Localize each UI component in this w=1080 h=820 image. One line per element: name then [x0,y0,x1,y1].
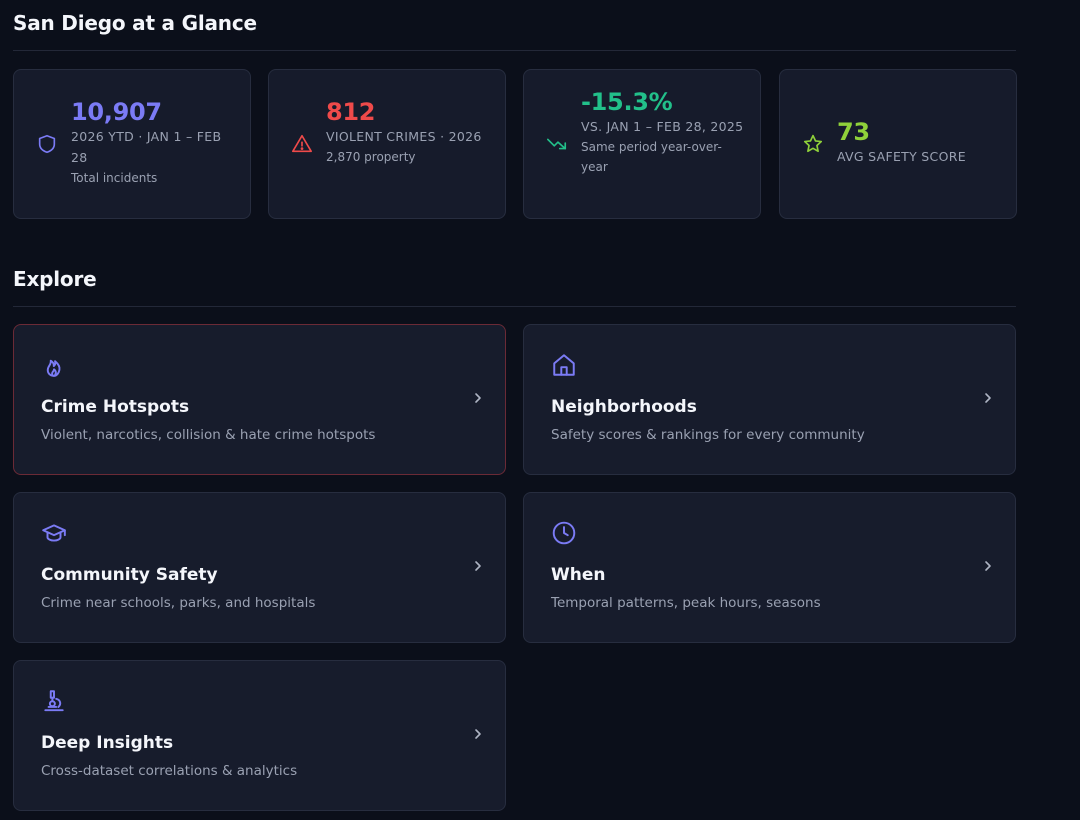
stat-safety-score: 73 AVG SAFETY SCORE [779,69,1017,219]
stat-value: 10,907 [71,98,162,126]
stat-year-over-year: -15.3% VS. JAN 1 – FEB 28, 2025 Same per… [523,69,761,219]
chevron-right-icon [475,561,481,571]
home-icon [553,354,575,376]
star-icon [803,134,823,153]
shield-icon [38,134,56,154]
stat-label: 2026 YTD · JAN 1 – FEB 28 [71,129,222,165]
card-title: Deep Insights [41,733,174,753]
stat-sub: Same period year-over-year [581,140,722,174]
stat-label: AVG SAFETY SCORE [837,149,966,164]
explore-divider [13,306,1016,307]
clock-icon [552,521,576,545]
stat-label: VIOLENT CRIMES · 2026 [326,129,482,144]
stat-label: VS. JAN 1 – FEB 28, 2025 [581,119,744,134]
glance-divider [13,50,1016,51]
card-description: Crime near schools, parks, and hospitals [41,595,316,611]
card-description: Violent, narcotics, collision & hate cri… [41,427,376,443]
card-deep-insights[interactable]: Deep Insights Cross-dataset correlations… [13,660,506,811]
flame-icon [46,359,61,377]
card-title: Crime Hotspots [41,397,190,417]
glance-title: San Diego at a Glance [13,11,257,35]
chevron-right-icon [985,561,991,571]
explore-title: Explore [13,267,97,291]
card-community-safety[interactable]: Community Safety Crime near schools, par… [13,492,506,643]
stat-sub: 2,870 property [326,150,416,164]
chevron-right-icon [475,729,481,739]
microscope-icon [44,690,64,712]
stat-value: 812 [326,98,376,126]
card-title: When [551,565,606,585]
stat-sub: Total incidents [71,171,158,185]
card-crime-hotspots[interactable]: Crime Hotspots Violent, narcotics, colli… [13,324,506,475]
stat-violent-crimes: 812 VIOLENT CRIMES · 2026 2,870 property [268,69,506,219]
stat-value: 73 [837,118,870,146]
stat-value: -15.3% [581,88,673,116]
card-description: Cross-dataset correlations & analytics [41,763,298,779]
graduation-cap-icon [42,524,66,542]
trending-down-icon [547,138,567,150]
card-title: Neighborhoods [551,397,697,417]
chevron-right-icon [985,393,991,403]
card-when[interactable]: When Temporal patterns, peak hours, seas… [523,492,1016,643]
card-title: Community Safety [41,565,218,585]
chevron-right-icon [475,393,481,403]
card-description: Safety scores & rankings for every commu… [551,427,865,443]
card-neighborhoods[interactable]: Neighborhoods Safety scores & rankings f… [523,324,1016,475]
warning-icon [292,134,312,153]
card-description: Temporal patterns, peak hours, seasons [551,595,821,611]
stat-total-incidents: 10,907 2026 YTD · JAN 1 – FEB 28 Total i… [13,69,251,219]
